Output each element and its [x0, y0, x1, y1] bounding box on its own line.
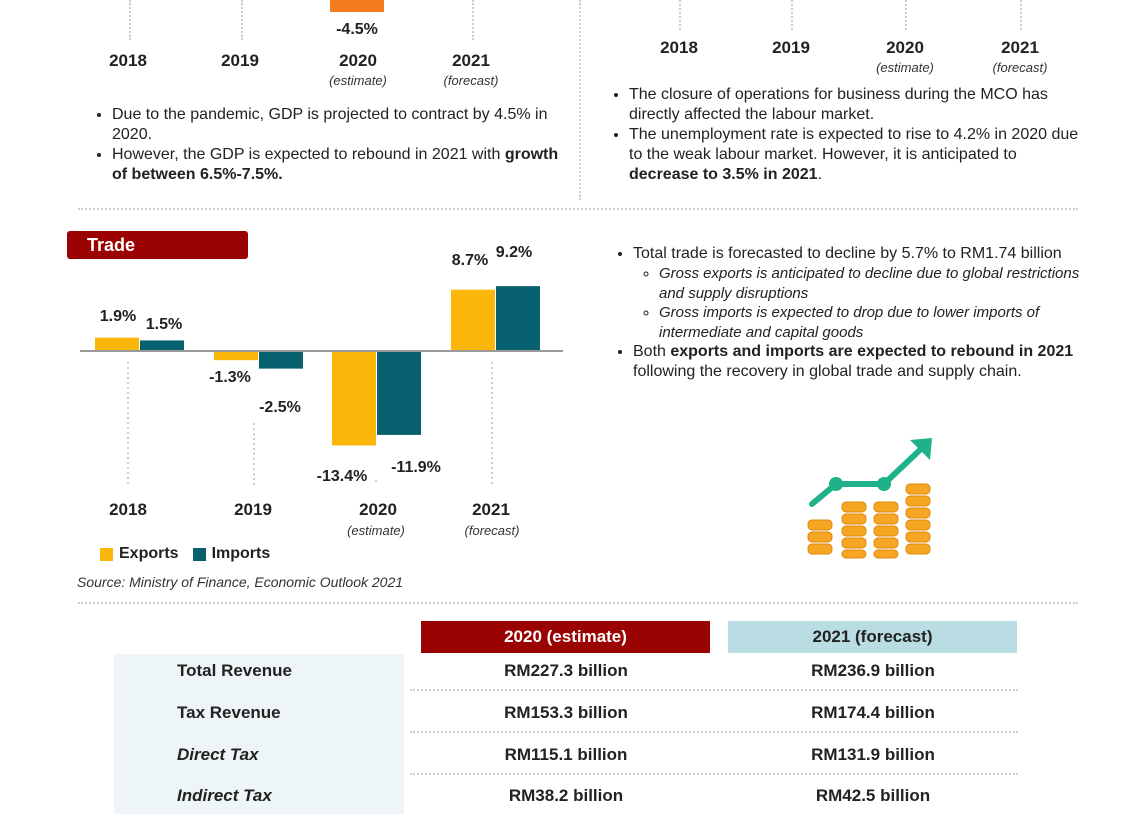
- table-row-divider-3: [410, 773, 1018, 775]
- trade-bullet-2-bold: exports and imports are expected to rebo…: [670, 343, 1074, 360]
- gdp-drop-line-2021: [472, 0, 474, 40]
- cell-tax-revenue-2021: RM174.4 billion: [811, 703, 935, 722]
- gdp-bullet-1: Due to the pandemic, GDP is projected to…: [112, 105, 572, 145]
- labour-year-2018: 2018: [660, 38, 698, 57]
- cell-indirect-tax-2021: RM42.5 billion: [815, 786, 931, 805]
- row-label-tax-revenue: Tax Revenue: [177, 703, 281, 722]
- gdp-bullet-2-bold: growth of between 6.5%-7.5%.: [112, 146, 559, 183]
- label-imports-2018: 1.5%: [146, 316, 182, 333]
- gdp-year-2018: 2018: [109, 51, 147, 70]
- growth-chart-coins-icon: [807, 438, 932, 559]
- cell-total-revenue-2021: RM236.9 billion: [811, 661, 935, 680]
- gdp-2020-bar: [330, 0, 384, 12]
- gdp-note-2020: (estimate): [329, 73, 387, 88]
- labour-drop-line-2018: [679, 0, 681, 30]
- trade-note-2021: (forecast): [464, 523, 520, 538]
- labour-note-2020: (estimate): [876, 60, 934, 75]
- labour-drop-line-2020: [905, 0, 907, 30]
- label-exports-2021: 8.7%: [452, 252, 488, 269]
- trade-year-2018: 2018: [109, 500, 147, 519]
- legend-imports-label: Imports: [211, 545, 271, 562]
- gdp-bullets: Due to the pandemic, GDP is projected to…: [94, 105, 572, 185]
- bar-imports-2018: [140, 340, 184, 351]
- gdp-drop-line-2019: [241, 0, 243, 40]
- bar-exports-2018: [95, 337, 139, 351]
- labour-year-2019: 2019: [772, 38, 810, 57]
- gdp-drop-line-2018: [129, 0, 131, 40]
- cell-direct-tax-2021: RM131.9 billion: [811, 745, 935, 764]
- trade-year-2019: 2019: [234, 500, 272, 519]
- labour-year-2021: 2021: [1001, 38, 1039, 57]
- trade-legend: Exports Imports: [100, 545, 284, 563]
- gdp-bullet-2-text: However, the GDP is expected to rebound …: [112, 146, 505, 163]
- trade-year-2021: 2021: [472, 500, 510, 519]
- row-label-direct-tax: Direct Tax: [177, 745, 259, 764]
- trade-sub-bullet-1: Gross exports is anticipated to decline …: [659, 264, 1103, 303]
- trade-bullet-1: Total trade is forecasted to decline by …: [633, 244, 1103, 342]
- gdp-bullet-2: However, the GDP is expected to rebound …: [112, 145, 572, 185]
- trade-bullet-2-end: following the recovery in global trade a…: [633, 363, 1022, 380]
- cell-total-revenue-2020: RM227.3 billion: [504, 661, 628, 680]
- section-divider-top: [78, 208, 1078, 210]
- labour-bullet-2-text: The unemployment rate is expected to ris…: [629, 126, 1079, 163]
- bar-exports-2019: [214, 351, 258, 361]
- trade-year-2020: 2020: [359, 500, 397, 519]
- legend-exports: Exports: [100, 545, 179, 563]
- labour-bullet-2-bold: decrease to 3.5% in 2021: [629, 166, 818, 183]
- cell-direct-tax-2020: RM115.1 billion: [504, 745, 628, 764]
- gdp-year-2020: 2020: [339, 51, 377, 70]
- row-label-total-revenue: Total Revenue: [177, 661, 292, 680]
- bar-imports-2021: [496, 286, 540, 351]
- label-imports-2021: 9.2%: [496, 244, 532, 261]
- table-label-column: [114, 654, 404, 814]
- gdp-2020-value: -4.5%: [336, 21, 378, 38]
- section-divider-bottom: [78, 602, 1078, 604]
- legend-imports-swatch: [192, 547, 206, 561]
- label-imports-2020: -11.9%: [391, 459, 441, 476]
- trade-bullet-2: Both exports and imports are expected to…: [633, 342, 1103, 382]
- bar-imports-2019: [259, 351, 303, 369]
- labour-drop-line-2019: [791, 0, 793, 30]
- top-column-divider: [579, 0, 581, 200]
- trade-note-2020: (estimate): [347, 523, 405, 538]
- label-imports-2019: -2.5%: [259, 399, 301, 416]
- trade-bullet-1-text: Total trade is forecasted to decline by …: [633, 245, 1062, 262]
- table-row-divider-2: [410, 731, 1018, 733]
- label-exports-2019: -1.3%: [209, 369, 251, 386]
- gdp-year-2019: 2019: [221, 51, 259, 70]
- legend-imports: Imports: [192, 545, 271, 563]
- table-header-2020: 2020 (estimate): [421, 621, 710, 653]
- table-header-2021: 2021 (forecast): [728, 621, 1017, 653]
- gdp-note-2021: (forecast): [443, 73, 499, 88]
- table-row-divider-1: [410, 689, 1018, 691]
- bar-imports-2020: [377, 351, 421, 435]
- labour-drop-line-2021: [1020, 0, 1022, 30]
- cell-indirect-tax-2020: RM38.2 billion: [508, 786, 624, 805]
- labour-bullet-2-end: .: [817, 166, 823, 183]
- label-exports-2018: 1.9%: [100, 308, 136, 325]
- legend-exports-swatch: [100, 547, 113, 561]
- label-exports-2020: -13.4%: [317, 468, 368, 485]
- trade-bullet-2-text: Both: [633, 343, 671, 360]
- trade-sub-bullets: Gross exports is anticipated to decline …: [633, 264, 1103, 342]
- trade-bullets: Total trade is forecasted to decline by …: [615, 244, 1103, 382]
- bar-exports-2021: [451, 289, 495, 351]
- trade-sub-bullet-2: Gross imports is expected to drop due to…: [659, 303, 1103, 342]
- bar-exports-2020: [332, 351, 376, 446]
- labour-bullet-1: The closure of operations for business d…: [629, 85, 1089, 125]
- labour-bullet-2: The unemployment rate is expected to ris…: [629, 125, 1089, 185]
- legend-exports-label: Exports: [119, 545, 179, 562]
- source-note: Source: Ministry of Finance, Economic Ou…: [77, 574, 404, 590]
- row-label-indirect-tax: Indirect Tax: [177, 786, 272, 805]
- gdp-year-2021: 2021: [452, 51, 490, 70]
- labour-note-2021: (forecast): [992, 60, 1048, 75]
- labour-bullets: The closure of operations for business d…: [611, 85, 1089, 185]
- labour-year-2020: 2020: [886, 38, 924, 57]
- cell-tax-revenue-2020: RM153.3 billion: [504, 703, 628, 722]
- trade-title-banner: Trade: [67, 231, 248, 259]
